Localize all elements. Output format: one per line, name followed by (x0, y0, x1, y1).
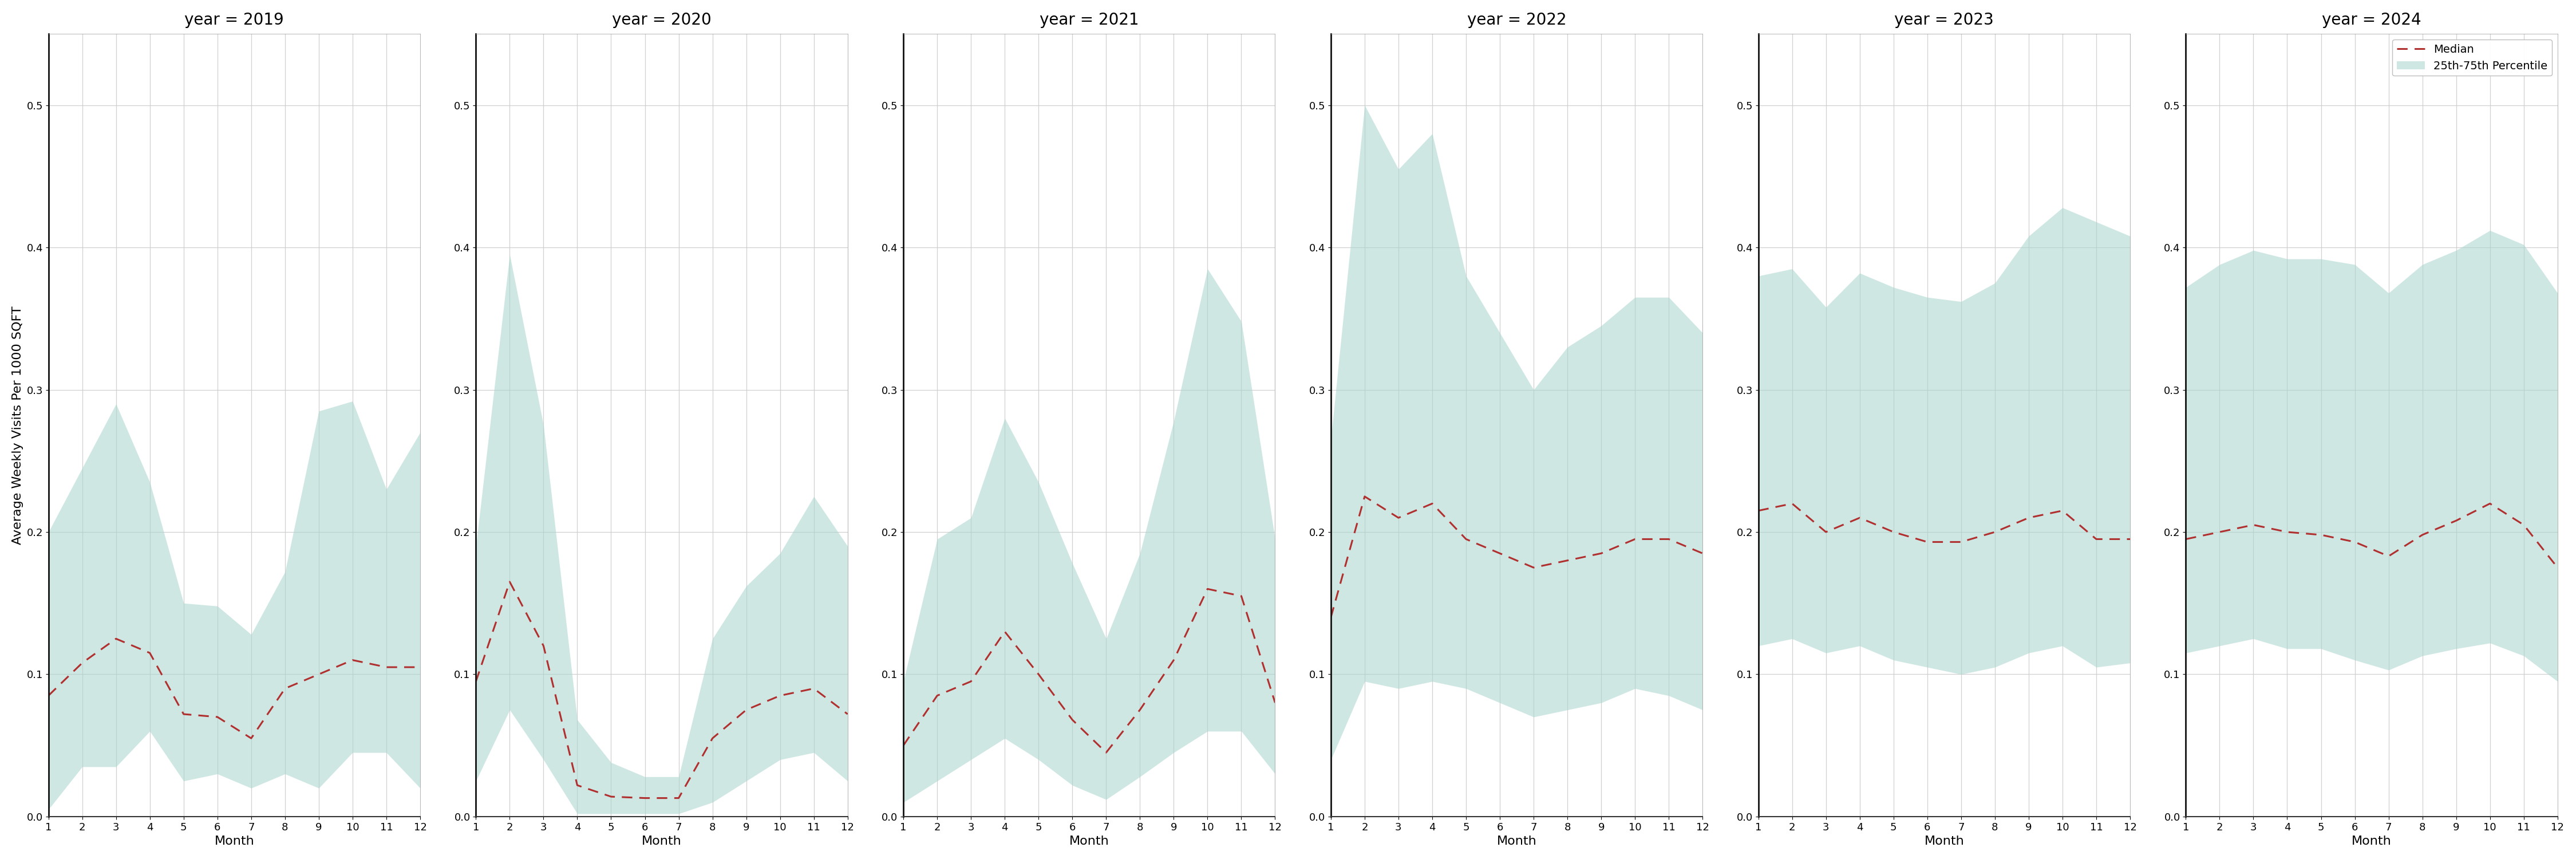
X-axis label: Month: Month (1497, 836, 1538, 847)
X-axis label: Month: Month (2352, 836, 2391, 847)
Title: year = 2021: year = 2021 (1041, 12, 1139, 28)
X-axis label: Month: Month (641, 836, 683, 847)
Title: year = 2022: year = 2022 (1466, 12, 1566, 28)
Title: year = 2023: year = 2023 (1893, 12, 1994, 28)
Title: year = 2020: year = 2020 (613, 12, 711, 28)
Legend: Median, 25th-75th Percentile: Median, 25th-75th Percentile (2393, 40, 2553, 76)
X-axis label: Month: Month (1069, 836, 1110, 847)
Title: year = 2024: year = 2024 (2321, 12, 2421, 28)
X-axis label: Month: Month (214, 836, 255, 847)
Y-axis label: Average Weekly Visits Per 1000 SQFT: Average Weekly Visits Per 1000 SQFT (13, 306, 23, 545)
X-axis label: Month: Month (1924, 836, 1963, 847)
Title: year = 2019: year = 2019 (185, 12, 283, 28)
